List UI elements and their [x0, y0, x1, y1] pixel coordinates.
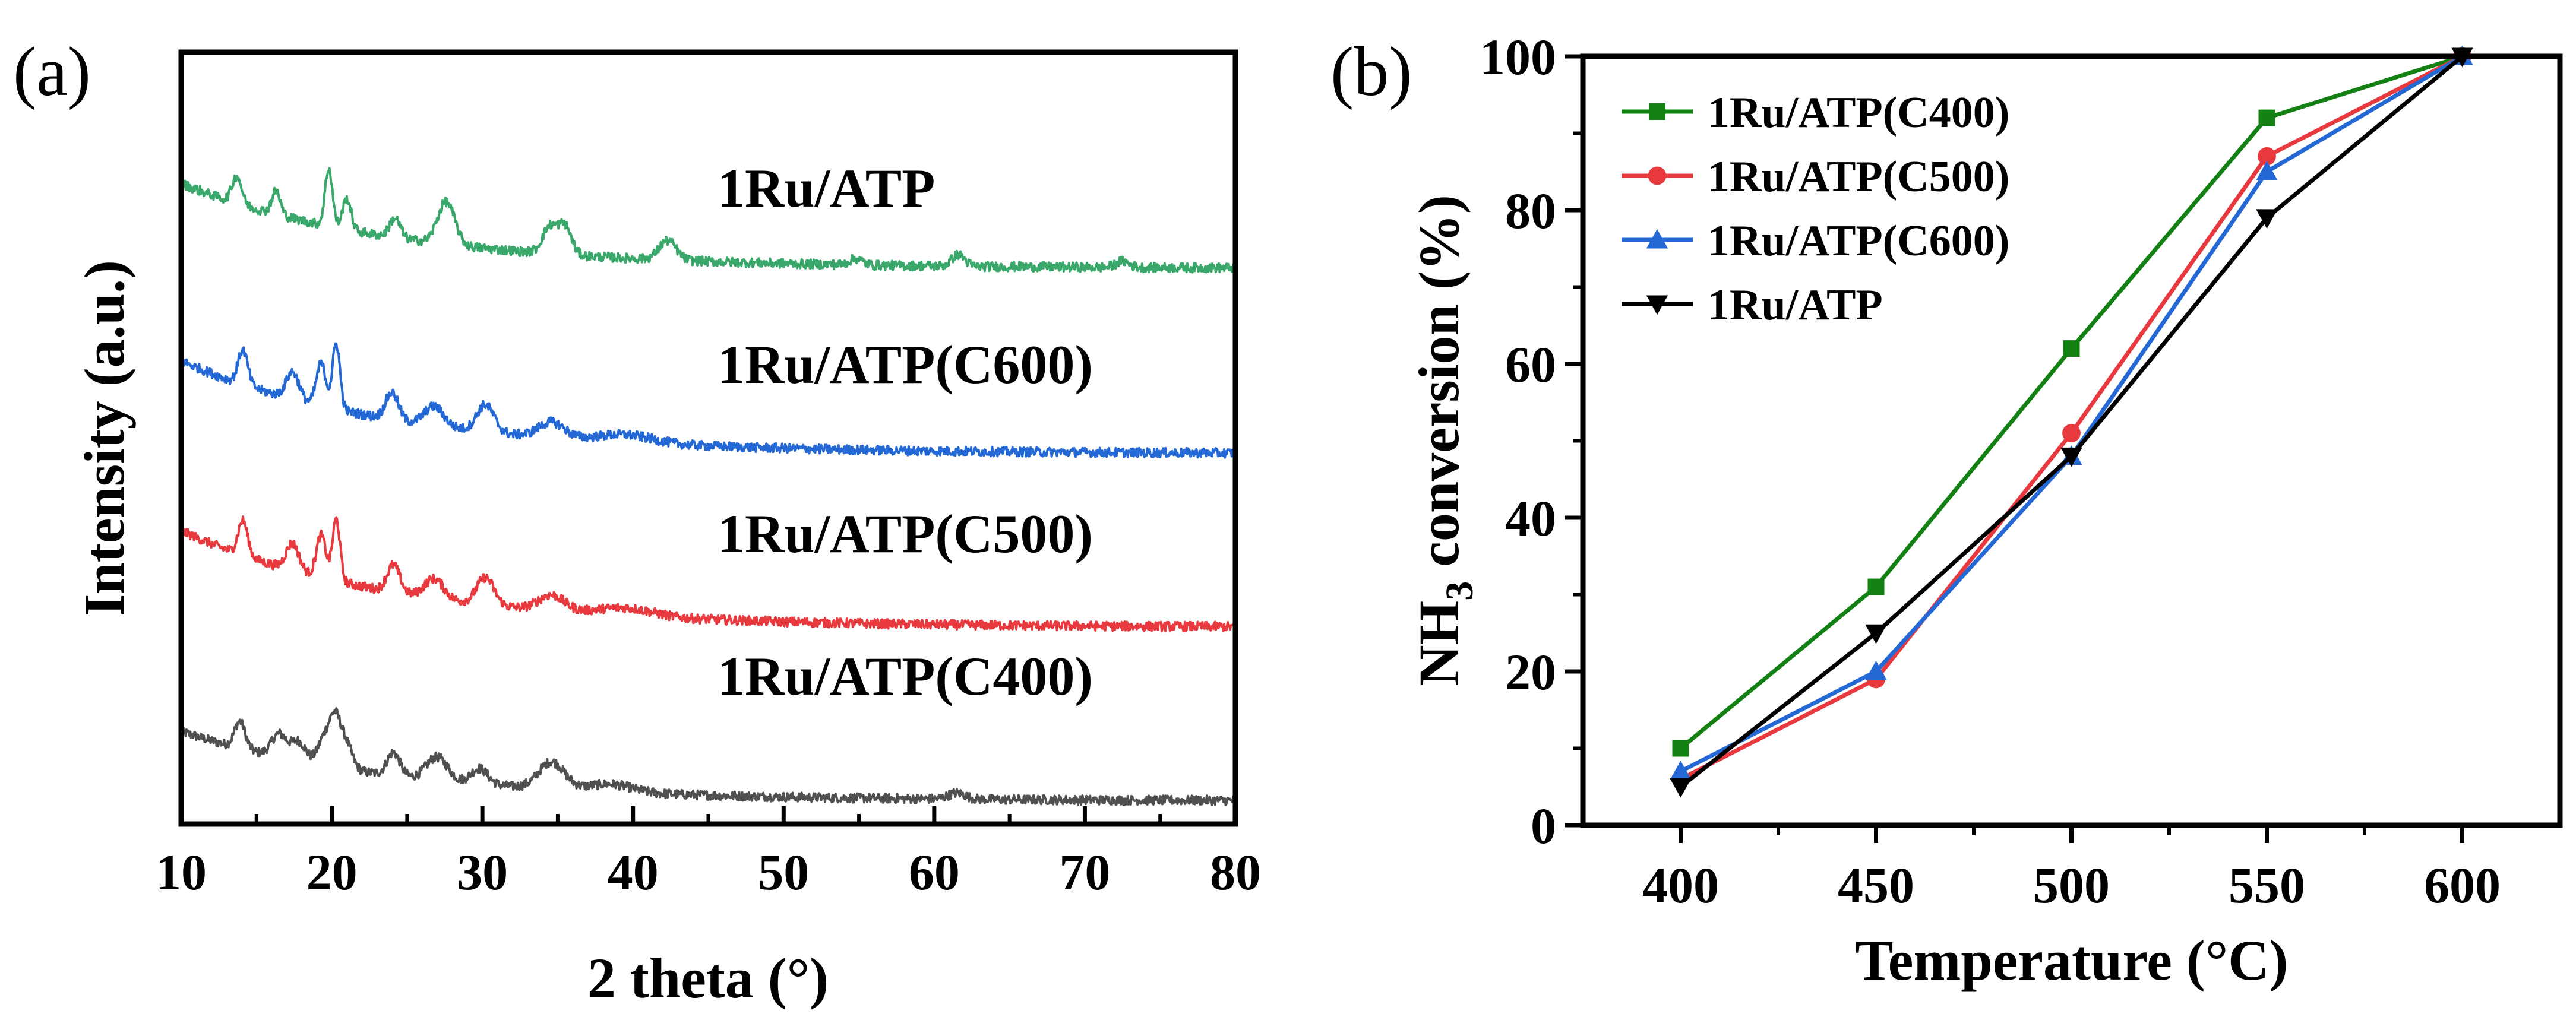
- data-point-1ru-atp-c500-550: [2258, 147, 2276, 166]
- x-tick-label-20: 20: [306, 844, 358, 901]
- panel-b-series-group: [1670, 45, 2473, 798]
- data-point-1ru-atp-c400-400: [1672, 740, 1689, 757]
- legend-marker-1ru-atp: [1646, 295, 1668, 315]
- xrd-line-1ru-atp: [180, 167, 1237, 274]
- series-label-1ru-atp-c600: 1Ru/ATP(C600): [718, 334, 1093, 395]
- xrd-line-1ru-atp-c400: [180, 707, 1236, 806]
- xrd-series-1ru-atp-c500: [180, 515, 1237, 632]
- xrd-series-1ru-atp: [180, 167, 1237, 274]
- panel-a-plot-frame: [178, 49, 1238, 827]
- panel-a-series-labels: 1Ru/ATP 1Ru/ATP(C600) 1Ru/ATP(C500) 1Ru/ATP…: [718, 158, 1093, 706]
- legend-label-1ru-atp-c400: 1Ru/ATP(C400): [1708, 88, 2009, 137]
- panel-b-x-ticks: 400 450 500 550 600: [1642, 825, 2501, 914]
- series-label-1ru-atp-c400: 1Ru/ATP(C400): [718, 646, 1093, 706]
- x-tick-label-80: 80: [1210, 844, 1261, 901]
- data-point-1ru-atp-400: [1670, 778, 1692, 798]
- panel-a-xrd-patterns: (a) 1Ru/ATP1Ru/ATP(C600)1Ru/ATP(C500)1Ru…: [13, 33, 1261, 1010]
- legend-marker-1ru-atp-c500: [1648, 166, 1667, 185]
- x-tick-label-600: 600: [2424, 857, 2501, 914]
- legend-entry-1ru-atp-c400: 1Ru/ATP(C400): [1622, 88, 2009, 137]
- xrd-series-1ru-atp-c600: [181, 342, 1237, 459]
- y-tick-label-80: 80: [1505, 182, 1556, 239]
- legend-marker-1ru-atp-c600: [1646, 229, 1668, 249]
- panel-b-y-ticks: 0 20 40 60 80 100: [1480, 28, 1583, 854]
- panel-b-legend: 1Ru/ATP(C400) 1Ru/ATP(C500) 1Ru/ATP(C600) 1…: [1622, 88, 2009, 330]
- panel-b-label: (b): [1330, 33, 1412, 110]
- panel-a-label: (a): [13, 33, 91, 110]
- x-tick-label-400: 400: [1642, 857, 1719, 914]
- legend-label-1ru-atp-c500: 1Ru/ATP(C500): [1708, 153, 2009, 201]
- x-tick-label-10: 10: [156, 844, 207, 901]
- panel-b-nh3-conversion: (b) 400 450 500 550 600 0 20 40 60 80 100 1Ru/ATP…: [1330, 28, 2563, 992]
- legend-label-1ru-atp: 1Ru/ATP: [1708, 281, 1883, 330]
- y-tick-label-40: 40: [1505, 490, 1556, 547]
- xrd-line-1ru-atp-c600: [181, 342, 1237, 459]
- panel-b-y-axis-title-main: NH: [1407, 601, 1471, 686]
- panel-a-y-axis-title: Intensity (a.u.): [72, 260, 136, 616]
- x-tick-label-30: 30: [457, 844, 508, 901]
- panel-b-y-axis-title: NH3 conversion (%): [1407, 195, 1481, 686]
- data-point-1ru-atp-c400-550: [2258, 109, 2275, 126]
- panel-a-x-ticks: 10 20 30 40 50 60 70 80: [156, 806, 1261, 901]
- panel-a-series-group: [180, 167, 1237, 806]
- data-point-1ru-atp-450: [1865, 624, 1887, 644]
- panel-a-x-axis-title: 2 theta (°): [587, 946, 829, 1010]
- y-tick-label-20: 20: [1505, 644, 1556, 701]
- data-point-1ru-atp-c400-500: [2063, 340, 2080, 357]
- series-label-1ru-atp-c500: 1Ru/ATP(C500): [718, 503, 1093, 564]
- x-tick-label-500: 500: [2033, 857, 2110, 914]
- legend-marker-1ru-atp-c400: [1649, 103, 1665, 120]
- data-point-1ru-atp-c600-400: [1670, 761, 1692, 780]
- data-point-1ru-atp-c600-550: [2256, 161, 2278, 180]
- data-point-1ru-atp-550: [2256, 209, 2278, 229]
- panel-b-x-axis-title: Temperature (°C): [1856, 929, 2289, 992]
- y-tick-label-0: 0: [1531, 797, 1556, 854]
- x-tick-label-60: 60: [909, 844, 960, 901]
- x-tick-label-50: 50: [758, 844, 809, 901]
- panel-b-y-axis-title-rest: conversion (%): [1407, 195, 1471, 581]
- panel-b-y-axis-title-subscript: 3: [1438, 581, 1481, 601]
- data-point-1ru-atp-500: [2060, 447, 2082, 467]
- xrd-line-1ru-atp-c500: [180, 515, 1237, 632]
- x-tick-label-70: 70: [1059, 844, 1110, 901]
- legend-entry-1ru-atp-c600: 1Ru/ATP(C600): [1622, 217, 2009, 265]
- data-point-1ru-atp-c400-450: [1867, 578, 1885, 595]
- legend-entry-1ru-atp: 1Ru/ATP: [1622, 281, 1883, 330]
- y-tick-label-60: 60: [1505, 336, 1556, 393]
- x-tick-label-40: 40: [608, 844, 659, 901]
- y-tick-label-100: 100: [1480, 28, 1556, 85]
- series-label-1ru-atp: 1Ru/ATP: [718, 158, 935, 218]
- data-point-1ru-atp-c500-500: [2062, 424, 2081, 442]
- legend-label-1ru-atp-c600: 1Ru/ATP(C600): [1708, 217, 2009, 265]
- x-tick-label-550: 550: [2229, 857, 2305, 914]
- xrd-series-1ru-atp-c400: [180, 707, 1236, 806]
- legend-entry-1ru-atp-c500: 1Ru/ATP(C500): [1622, 153, 2009, 201]
- x-tick-label-450: 450: [1838, 857, 1914, 914]
- data-point-1ru-atp-c600-450: [1865, 660, 1887, 680]
